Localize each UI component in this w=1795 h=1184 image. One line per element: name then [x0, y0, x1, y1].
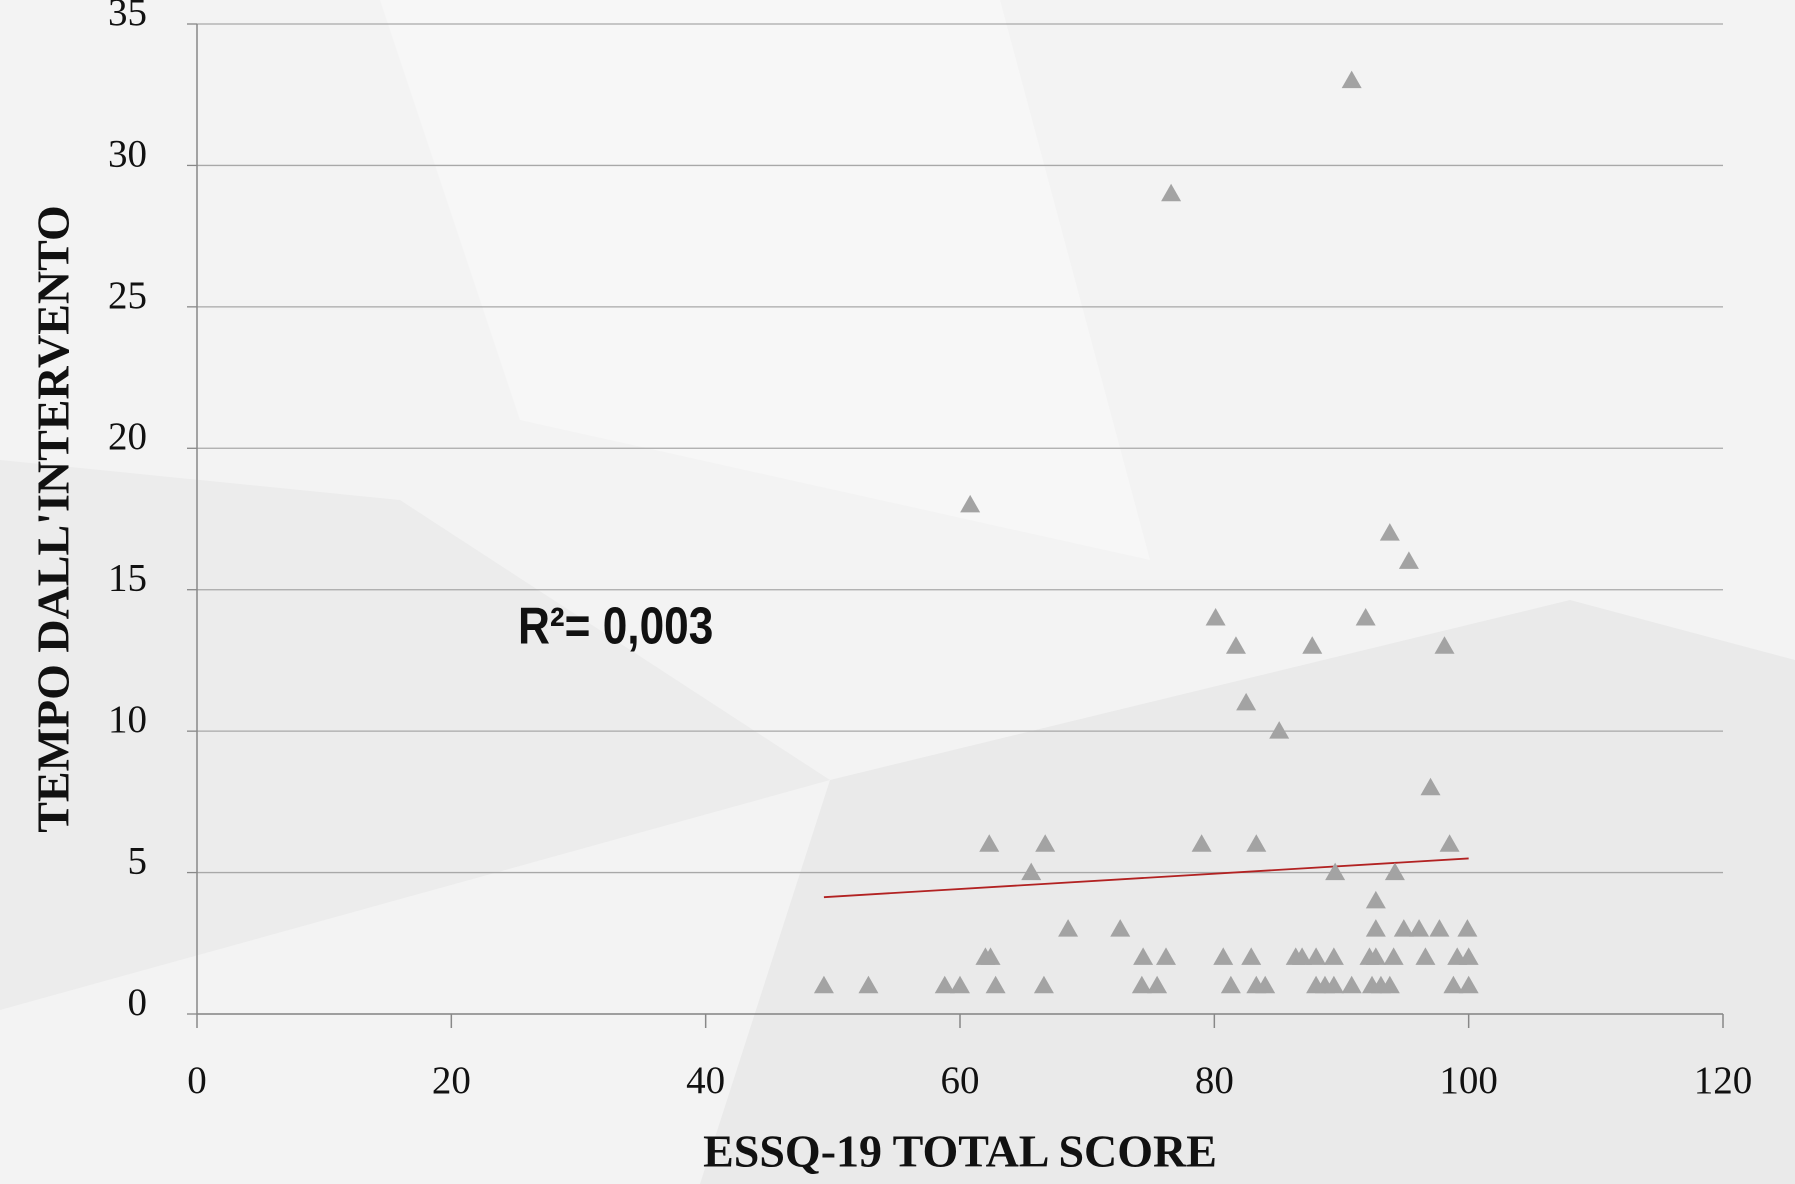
point	[985, 975, 1006, 994]
point	[1035, 834, 1056, 852]
x-tick-label: 20	[432, 1059, 471, 1102]
point	[1323, 947, 1344, 965]
point	[1147, 975, 1168, 994]
point	[1384, 862, 1405, 881]
point	[1269, 721, 1290, 739]
point	[1443, 975, 1464, 994]
point	[1439, 834, 1460, 852]
x-tick-label: 60	[941, 1059, 980, 1102]
point	[1213, 947, 1234, 965]
point	[1205, 608, 1226, 626]
point	[1458, 947, 1479, 965]
annotation: R²= 0,003	[518, 597, 713, 655]
point	[1458, 975, 1479, 994]
point	[1393, 919, 1414, 937]
point	[1236, 692, 1257, 711]
point	[1409, 919, 1430, 937]
point	[1292, 947, 1313, 965]
point	[1058, 919, 1079, 937]
point	[1191, 834, 1212, 852]
point	[1306, 947, 1327, 965]
point	[1246, 834, 1267, 852]
point	[1131, 975, 1152, 994]
point	[1156, 947, 1177, 965]
point	[1379, 523, 1400, 541]
point	[1220, 975, 1241, 994]
background-shape	[380, 0, 1150, 560]
point	[1457, 919, 1478, 937]
y-tick-label: 10	[108, 698, 147, 741]
y-tick-label: 35	[108, 0, 147, 34]
point	[1379, 975, 1400, 994]
point	[1365, 890, 1386, 909]
point	[1033, 975, 1054, 994]
point	[950, 975, 970, 994]
x-tick-label: 120	[1694, 1059, 1753, 1102]
point	[1255, 975, 1276, 994]
y-tick-label: 25	[108, 274, 147, 317]
point	[858, 975, 879, 994]
point	[1341, 975, 1362, 994]
point	[960, 494, 981, 513]
y-tick-label: 5	[128, 840, 148, 883]
point	[1434, 636, 1455, 654]
y-tick-label: 30	[108, 132, 147, 175]
x-tick-label: 100	[1439, 1059, 1498, 1102]
x-axis-title: ESSQ-19 TOTAL SCORE	[703, 1126, 1217, 1177]
point	[979, 834, 1000, 852]
point	[1161, 183, 1182, 202]
point	[1225, 636, 1246, 654]
y-tick-label: 20	[108, 415, 147, 458]
point	[813, 975, 834, 994]
point	[1420, 777, 1441, 796]
point	[1110, 919, 1131, 937]
point	[1341, 70, 1362, 89]
point	[1133, 947, 1154, 965]
point	[1398, 551, 1419, 569]
point	[1383, 947, 1404, 965]
point	[1429, 919, 1450, 937]
point	[1365, 947, 1386, 965]
x-tick-label: 0	[187, 1059, 207, 1102]
point	[1323, 975, 1344, 994]
point	[1325, 862, 1346, 881]
x-tick-label: 40	[686, 1059, 725, 1102]
trendline	[823, 857, 1469, 899]
point	[1365, 919, 1386, 937]
point	[934, 975, 955, 994]
y-tick-label: 0	[128, 981, 148, 1024]
point	[980, 947, 1001, 965]
point	[1302, 636, 1323, 654]
x-tick-label: 80	[1195, 1059, 1234, 1102]
y-axis-title: TEMPO DALL'INTERVENTO	[28, 205, 79, 833]
point	[1355, 608, 1376, 626]
point	[1415, 947, 1436, 965]
y-tick-label: 15	[108, 557, 147, 600]
background-shape	[700, 600, 1795, 1184]
point	[1241, 947, 1262, 965]
point	[1021, 862, 1042, 881]
